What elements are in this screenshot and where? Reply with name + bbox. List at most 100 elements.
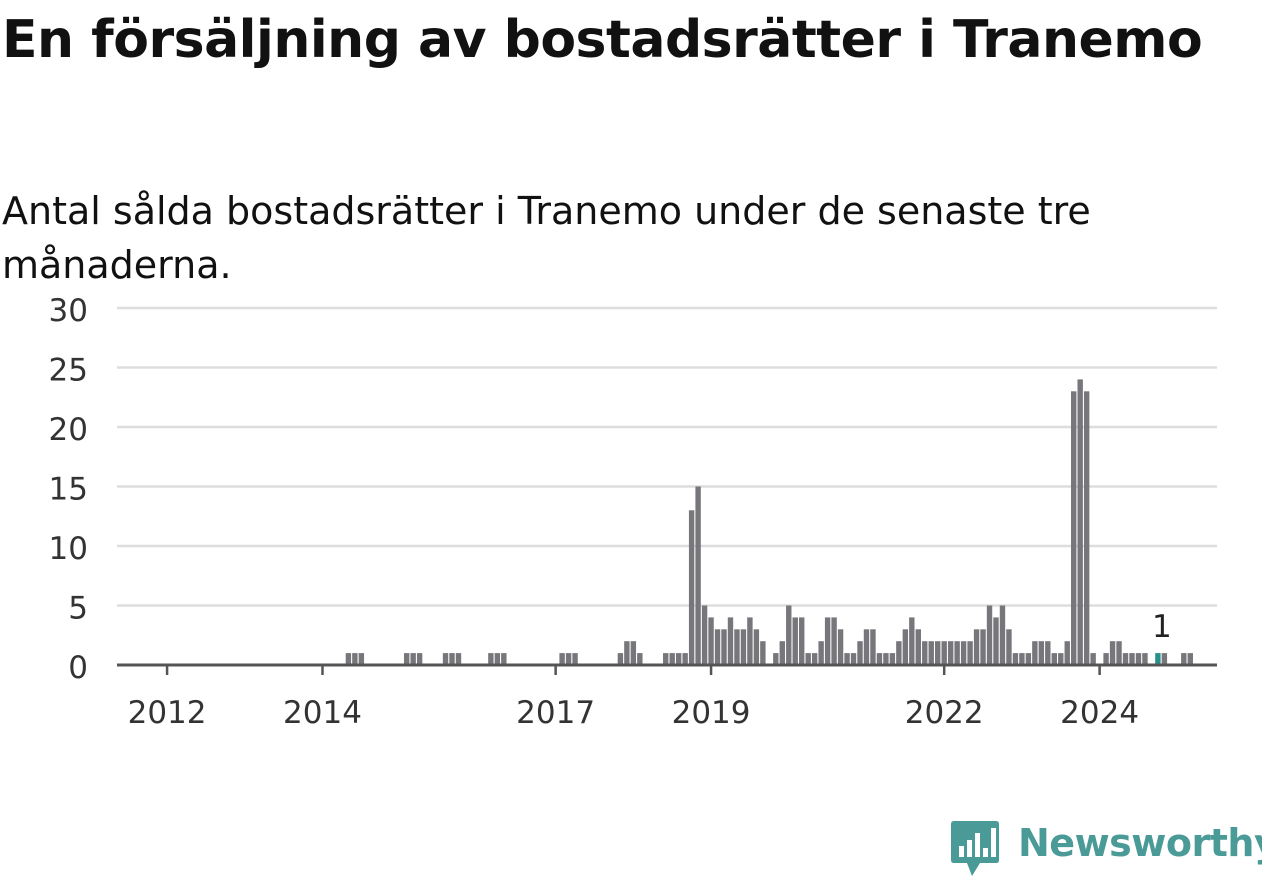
bar xyxy=(488,653,494,665)
bar xyxy=(818,641,824,665)
x-tick-label: 2022 xyxy=(905,695,984,731)
gridlines xyxy=(117,306,1217,607)
highlight-value-label: 1 xyxy=(1152,609,1172,645)
bar xyxy=(760,641,766,665)
bar xyxy=(935,641,941,665)
x-tick-label: 2019 xyxy=(672,695,751,731)
bar xyxy=(1129,653,1135,665)
bar xyxy=(669,653,675,665)
bar xyxy=(941,641,947,665)
bar xyxy=(773,653,779,665)
bar xyxy=(1161,653,1168,665)
bar xyxy=(1032,641,1038,665)
bar xyxy=(824,617,831,665)
brand-name: Newsworthy xyxy=(1018,821,1262,865)
bar xyxy=(572,653,578,665)
chart-subtitle: Antal sålda bostadsrätter i Tranemo unde… xyxy=(2,189,1091,287)
bar xyxy=(358,653,365,665)
bar xyxy=(1181,653,1187,665)
bar xyxy=(637,653,643,665)
bar xyxy=(980,629,986,665)
bar xyxy=(902,629,909,665)
x-tick-label: 2024 xyxy=(1060,695,1139,731)
newsworthy-brand: Newsworthy xyxy=(950,818,1262,880)
bar xyxy=(449,653,455,665)
bar xyxy=(792,617,798,665)
bar xyxy=(805,653,811,665)
bar xyxy=(1083,391,1090,665)
y-tick-label: 30 xyxy=(49,293,88,329)
bar xyxy=(967,641,973,665)
x-tick-label: 2012 xyxy=(128,695,207,731)
bar xyxy=(811,653,818,665)
bar xyxy=(831,617,837,665)
chart-title: En försäljning av bostadsrätter i Tranem… xyxy=(2,10,1203,70)
highlight-bar xyxy=(1155,653,1161,665)
bar xyxy=(909,617,915,665)
bar xyxy=(630,641,637,665)
bar xyxy=(1038,641,1045,665)
bar xyxy=(1019,653,1025,665)
bar xyxy=(345,653,352,665)
bar xyxy=(416,653,423,665)
bar xyxy=(747,617,753,665)
bar xyxy=(682,653,688,665)
bar xyxy=(695,486,701,665)
bar xyxy=(1058,653,1064,665)
bar xyxy=(954,641,960,665)
y-tick-label: 15 xyxy=(49,472,88,508)
bar xyxy=(410,653,416,665)
bar xyxy=(1071,391,1077,665)
bar xyxy=(863,629,870,665)
bar xyxy=(1077,379,1083,665)
bar xyxy=(753,629,760,665)
bar xyxy=(1135,653,1142,665)
bar xyxy=(1142,653,1148,665)
bar xyxy=(993,617,999,665)
bar xyxy=(857,641,863,665)
bar xyxy=(1025,653,1032,665)
bar xyxy=(617,653,624,665)
bar xyxy=(708,617,714,665)
y-tick-label: 25 xyxy=(49,353,88,389)
bar xyxy=(727,617,734,665)
bar xyxy=(1045,641,1051,665)
bar-chart-speech-bubble-icon xyxy=(951,821,999,876)
bar xyxy=(844,653,850,665)
bar xyxy=(870,629,876,665)
y-tick-label: 0 xyxy=(68,650,88,686)
bar xyxy=(999,605,1006,665)
bar xyxy=(675,653,682,665)
bar xyxy=(1090,653,1096,665)
bar xyxy=(352,653,358,665)
bar xyxy=(883,653,889,665)
bar xyxy=(896,641,902,665)
y-tick-label: 5 xyxy=(68,591,88,627)
bar xyxy=(986,605,993,665)
bar xyxy=(1006,629,1012,665)
bar xyxy=(721,629,727,665)
bar xyxy=(565,653,572,665)
bar xyxy=(501,653,507,665)
bar xyxy=(1122,653,1129,665)
bar xyxy=(734,629,740,665)
y-tick-label: 10 xyxy=(49,531,88,567)
bar xyxy=(624,641,630,665)
bar xyxy=(701,605,708,665)
bar xyxy=(559,653,565,665)
x-axis-ticks: 2012 2014 2017 2019 2022 2024 xyxy=(128,665,1139,731)
bar xyxy=(922,641,928,665)
bar-chart: 0 5 10 15 20 25 30 2012 2014 2017 2019 2022 2024 1 xyxy=(49,293,1217,731)
bar xyxy=(960,641,967,665)
bar xyxy=(837,629,844,665)
bar xyxy=(494,653,501,665)
bar xyxy=(973,629,980,665)
bar xyxy=(688,510,695,665)
bar xyxy=(1051,653,1057,665)
bar xyxy=(799,617,805,665)
bar xyxy=(889,653,896,665)
bar xyxy=(1064,641,1070,665)
y-tick-label: 20 xyxy=(49,412,88,448)
bar xyxy=(663,653,669,665)
x-tick-label: 2017 xyxy=(516,695,595,731)
